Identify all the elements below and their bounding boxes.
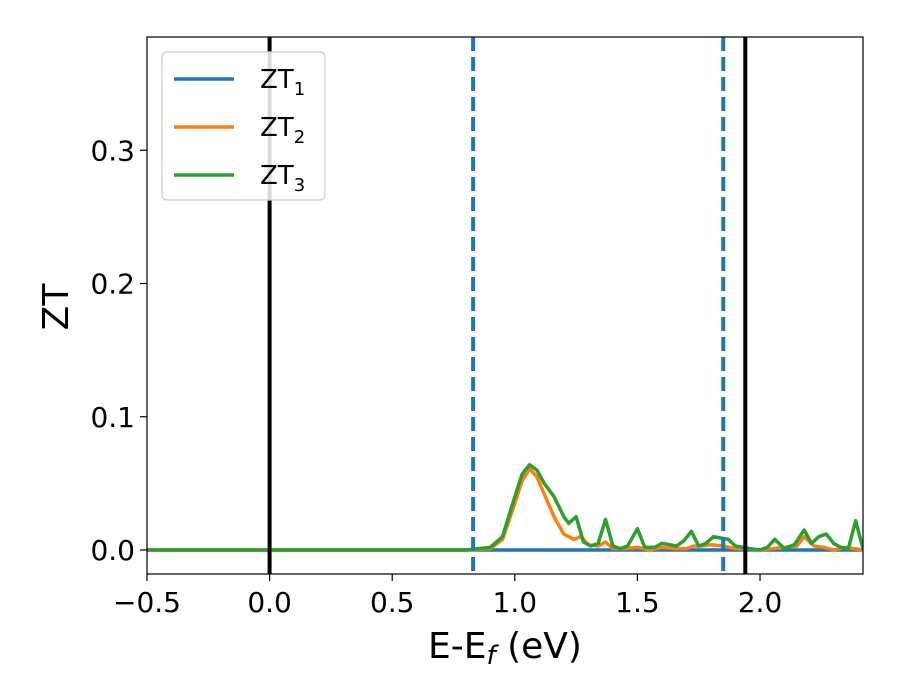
y-tick-label: 0.3: [90, 134, 135, 167]
legend-box: [161, 51, 326, 201]
x-tick-label: 1.0: [493, 586, 538, 619]
y-tick-label: 0.0: [90, 534, 135, 567]
legend-label-3: ZT3: [260, 161, 305, 196]
x-tick-label: 0.0: [247, 586, 292, 619]
vertical-markers: [267, 37, 748, 574]
plot-frame: [146, 36, 864, 575]
x-axis-label-tail: (eV): [496, 626, 582, 667]
legend: ZT1 ZT2 ZT3: [161, 51, 326, 201]
series-line-3: [147, 462, 863, 552]
x-axis-label: E-Ef (eV): [428, 626, 582, 671]
axis-ticks: −0.5 0.0 0.5 1.0 1.5 2.0 0.0 0.1 0.2 0.3: [90, 134, 782, 619]
y-tick-label: 0.2: [90, 268, 135, 301]
x-tick-label: 2.0: [738, 586, 783, 619]
legend-label-1: ZT1: [260, 65, 305, 100]
x-tick-label: 1.5: [615, 586, 660, 619]
series-line-2: [147, 466, 863, 552]
x-tick-label: −0.5: [113, 586, 181, 619]
x-tick-label: 0.5: [370, 586, 415, 619]
x-axis-label-main: E-E: [428, 626, 486, 667]
y-axis-label: ZT: [36, 283, 77, 331]
legend-label-2: ZT2: [260, 113, 305, 148]
y-tick-label: 0.1: [90, 401, 135, 434]
series-lines: [147, 462, 863, 552]
